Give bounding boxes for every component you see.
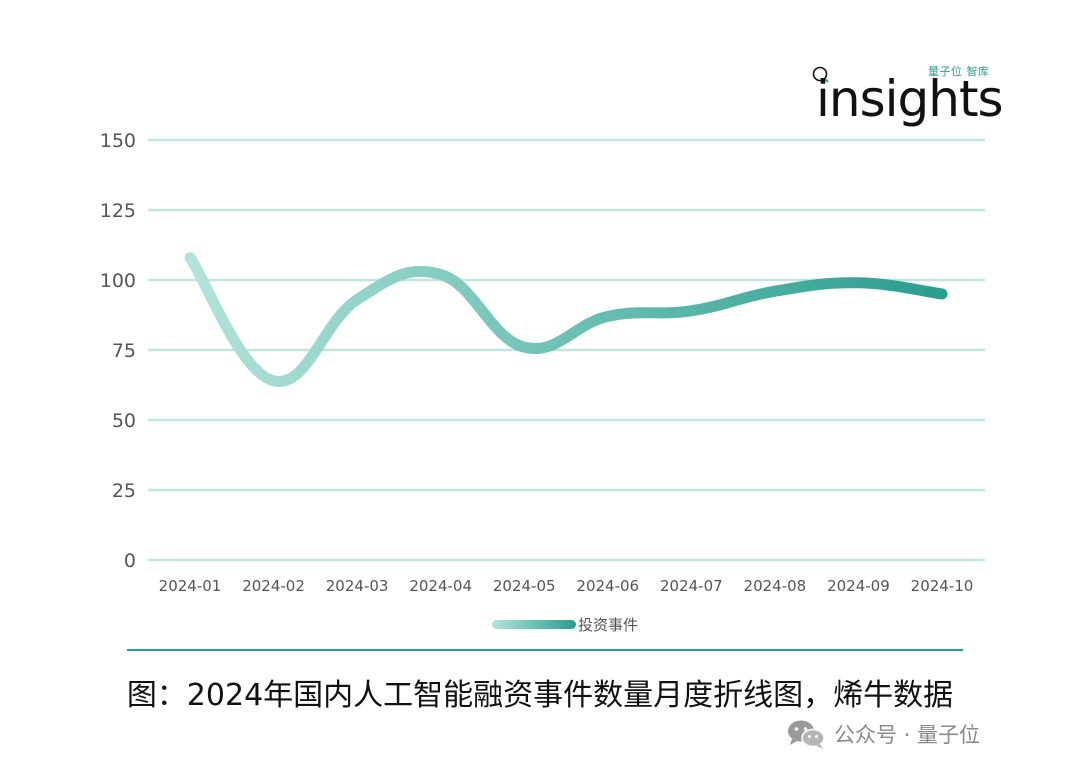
y-tick-label: 150 [100,130,136,152]
legend: 投资事件 [492,614,638,635]
series-line-investment-events [184,252,948,387]
wechat-icon [788,720,825,749]
y-tick-label: 100 [100,270,136,292]
watermark-text: 公众号 · 量子位 [834,723,981,747]
x-tick-label: 2024-08 [744,577,807,595]
x-tick-label: 2024-09 [827,577,890,595]
y-tick-label: 50 [112,410,136,432]
y-tick-label: 125 [100,200,136,222]
x-tick-label: 2024-05 [493,577,556,595]
x-tick-label: 2024-01 [159,577,222,595]
x-tick-label: 2024-07 [660,577,723,595]
logo-wordmark: insights [816,70,1004,128]
logo-small-text: 量子位 智库 [928,65,990,78]
logo-ring-icon [812,66,829,83]
y-tick-label: 75 [112,340,136,362]
watermark: 公众号 · 量子位 [786,718,980,750]
divider [127,649,963,651]
x-tick-label: 2024-10 [911,577,974,595]
figure-caption: 图：2024年国内人工智能融资事件数量月度折线图，烯牛数据 [126,678,954,713]
line-chart: 0 25 50 75 100 125 150 2024-01 2024-02 2024-03 20… [100,130,985,595]
x-tick-label: 2024-06 [576,577,639,595]
y-tick-label: 0 [124,550,136,572]
legend-swatch [492,620,576,629]
x-tick-label: 2024-02 [242,577,305,595]
x-tick-label: 2024-04 [409,577,472,595]
x-tick-label: 2024-03 [326,577,389,595]
y-tick-label: 25 [112,480,136,502]
legend-label: 投资事件 [578,616,639,634]
